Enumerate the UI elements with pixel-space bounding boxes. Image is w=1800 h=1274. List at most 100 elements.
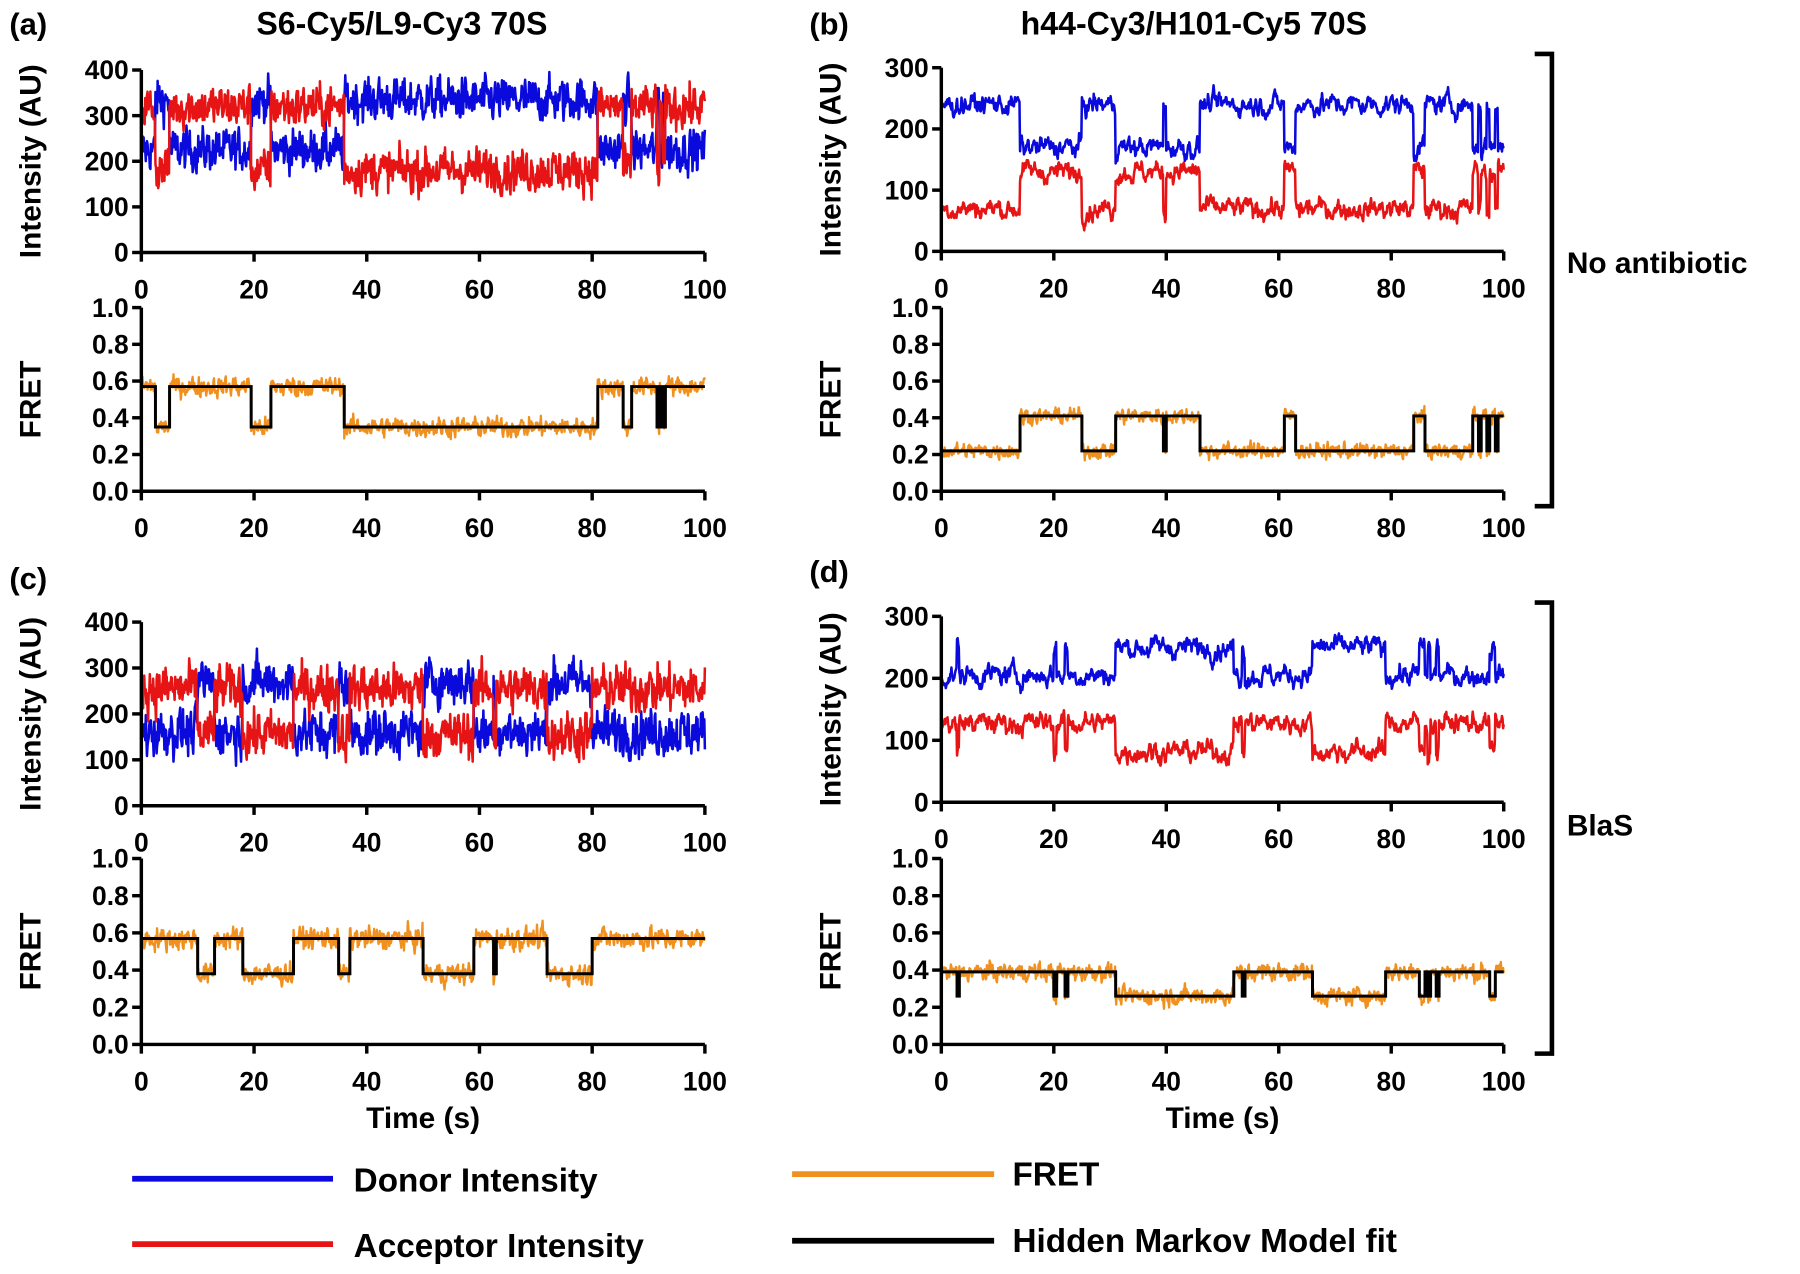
x-tick-label: 100 bbox=[1482, 1066, 1526, 1096]
acceptor-intensity-trace bbox=[940, 708, 1505, 767]
y-tick-label: 0.8 bbox=[92, 330, 129, 360]
x-tick-label: 20 bbox=[239, 513, 268, 543]
y-tick-label: 400 bbox=[85, 607, 129, 637]
y-tick-label: 300 bbox=[885, 53, 929, 83]
y-tick-label: 0.0 bbox=[892, 1030, 929, 1060]
title-left: S6-Cy5/L9-Cy3 70S bbox=[256, 5, 547, 41]
y-tick-label: 0.2 bbox=[892, 440, 929, 470]
y-tick-label: 0.4 bbox=[92, 403, 129, 433]
x-tick-label: 100 bbox=[683, 828, 727, 858]
y-tick-label: 0 bbox=[114, 791, 129, 821]
y-axis-label: Intensity (AU) bbox=[14, 64, 47, 258]
hmm-fit-line bbox=[141, 937, 705, 976]
x-tick-label: 100 bbox=[1482, 513, 1526, 543]
intensity-subplot: 0 20 40 60 80 100 0 100 200 300 400 Intensity (AU) bbox=[14, 607, 727, 857]
y-tick-label: 100 bbox=[885, 175, 929, 205]
y-tick-label: 0.6 bbox=[92, 366, 129, 396]
x-tick-label: 80 bbox=[578, 513, 607, 543]
x-tick-label: 40 bbox=[352, 1066, 381, 1096]
x-tick-label: 0 bbox=[134, 1066, 149, 1096]
y-tick-label: 0.2 bbox=[92, 440, 129, 470]
title-right: h44-Cy3/H101-Cy5 70S bbox=[1021, 5, 1367, 41]
x-tick-label: 100 bbox=[683, 1066, 727, 1096]
y-axis-label: Intensity (AU) bbox=[814, 612, 847, 806]
x-tick-label: 40 bbox=[352, 274, 381, 304]
legend: Donor Intensity Acceptor Intensity FRET … bbox=[132, 1157, 1397, 1265]
x-tick-label: 80 bbox=[578, 274, 607, 304]
y-tick-label: 200 bbox=[85, 699, 129, 729]
donor-intensity-trace bbox=[140, 70, 707, 179]
y-tick-label: 0 bbox=[914, 787, 929, 817]
y-tick-label: 0.8 bbox=[892, 881, 929, 911]
fret-trace bbox=[940, 404, 1505, 462]
panel-label: (b) bbox=[809, 6, 849, 41]
fret-trace bbox=[140, 373, 706, 441]
x-tick-label: 80 bbox=[1377, 824, 1406, 854]
x-tick-label: 40 bbox=[1152, 824, 1181, 854]
x-tick-label: 0 bbox=[134, 274, 149, 304]
x-tick-label: 20 bbox=[1039, 513, 1068, 543]
x-tick-label: 20 bbox=[239, 274, 268, 304]
x-tick-label: 100 bbox=[683, 513, 727, 543]
y-tick-label: 0.8 bbox=[892, 330, 929, 360]
x-axis-label: Time (s) bbox=[1166, 1102, 1280, 1135]
x-tick-label: 40 bbox=[352, 513, 381, 543]
x-tick-label: 80 bbox=[1377, 273, 1406, 303]
x-tick-label: 60 bbox=[465, 828, 494, 858]
x-tick-label: 80 bbox=[578, 828, 607, 858]
y-tick-label: 0.0 bbox=[892, 476, 929, 506]
x-tick-label: 20 bbox=[1039, 1066, 1068, 1096]
acceptor-intensity-trace bbox=[140, 79, 707, 201]
hmm-fit-line bbox=[141, 385, 705, 429]
x-tick-label: 20 bbox=[1039, 824, 1068, 854]
y-tick-label: 0.0 bbox=[92, 476, 129, 506]
y-tick-label: 0.2 bbox=[892, 992, 929, 1022]
x-axis-label: Time (s) bbox=[366, 1102, 480, 1135]
y-axis-label: FRET bbox=[814, 360, 847, 438]
x-tick-label: 80 bbox=[1377, 1066, 1406, 1096]
donor-intensity-trace bbox=[940, 84, 1505, 165]
y-tick-label: 300 bbox=[85, 101, 129, 131]
y-tick-label: 1.0 bbox=[892, 293, 929, 323]
x-tick-label: 20 bbox=[239, 1066, 268, 1096]
y-axis-label: Intensity (AU) bbox=[814, 63, 847, 257]
panel-label: (c) bbox=[9, 561, 47, 596]
x-tick-label: 0 bbox=[934, 824, 949, 854]
x-tick-label: 60 bbox=[1264, 513, 1293, 543]
x-tick-label: 60 bbox=[1264, 1066, 1293, 1096]
x-tick-label: 0 bbox=[134, 513, 149, 543]
fret-subplot: 0 20 40 60 80 100 0.0 0.2 0.4 0.6 0.8 1.0 FRET bbox=[14, 293, 727, 543]
y-tick-label: 0.6 bbox=[892, 366, 929, 396]
intensity-subplot: 0 20 40 60 80 100 0 100 200 300 Intensity (AU) bbox=[814, 53, 1525, 303]
bracket-top bbox=[1534, 51, 1555, 509]
y-tick-label: 100 bbox=[885, 725, 929, 755]
y-tick-label: 0.4 bbox=[92, 955, 129, 985]
y-tick-label: 1.0 bbox=[892, 844, 929, 874]
x-tick-label: 100 bbox=[1482, 273, 1526, 303]
x-tick-label: 60 bbox=[1264, 824, 1293, 854]
x-tick-label: 100 bbox=[683, 274, 727, 304]
donor-intensity-trace bbox=[940, 632, 1505, 695]
x-tick-label: 20 bbox=[239, 828, 268, 858]
y-axis-label: FRET bbox=[14, 360, 47, 438]
y-axis-label: FRET bbox=[14, 913, 47, 991]
legend-fret-label: FRET bbox=[1012, 1157, 1099, 1194]
y-axis-label: Intensity (AU) bbox=[14, 617, 47, 811]
y-tick-label: 1.0 bbox=[92, 844, 129, 874]
legend-acceptor-label: Acceptor Intensity bbox=[354, 1228, 645, 1265]
intensity-subplot: 0 20 40 60 80 100 0 100 200 300 Intensity (AU) bbox=[814, 602, 1525, 855]
x-tick-label: 60 bbox=[1264, 273, 1293, 303]
x-tick-label: 40 bbox=[1152, 513, 1181, 543]
y-tick-label: 0.4 bbox=[892, 955, 929, 985]
fret-subplot: 0 20 40 60 80 100 0.0 0.2 0.4 0.6 0.8 1.0 FRET bbox=[814, 293, 1525, 543]
y-tick-label: 0.8 bbox=[92, 881, 129, 911]
y-tick-label: 0.2 bbox=[92, 992, 129, 1022]
x-tick-label: 0 bbox=[934, 273, 949, 303]
y-tick-label: 300 bbox=[885, 602, 929, 632]
acceptor-intensity-trace bbox=[940, 158, 1505, 232]
